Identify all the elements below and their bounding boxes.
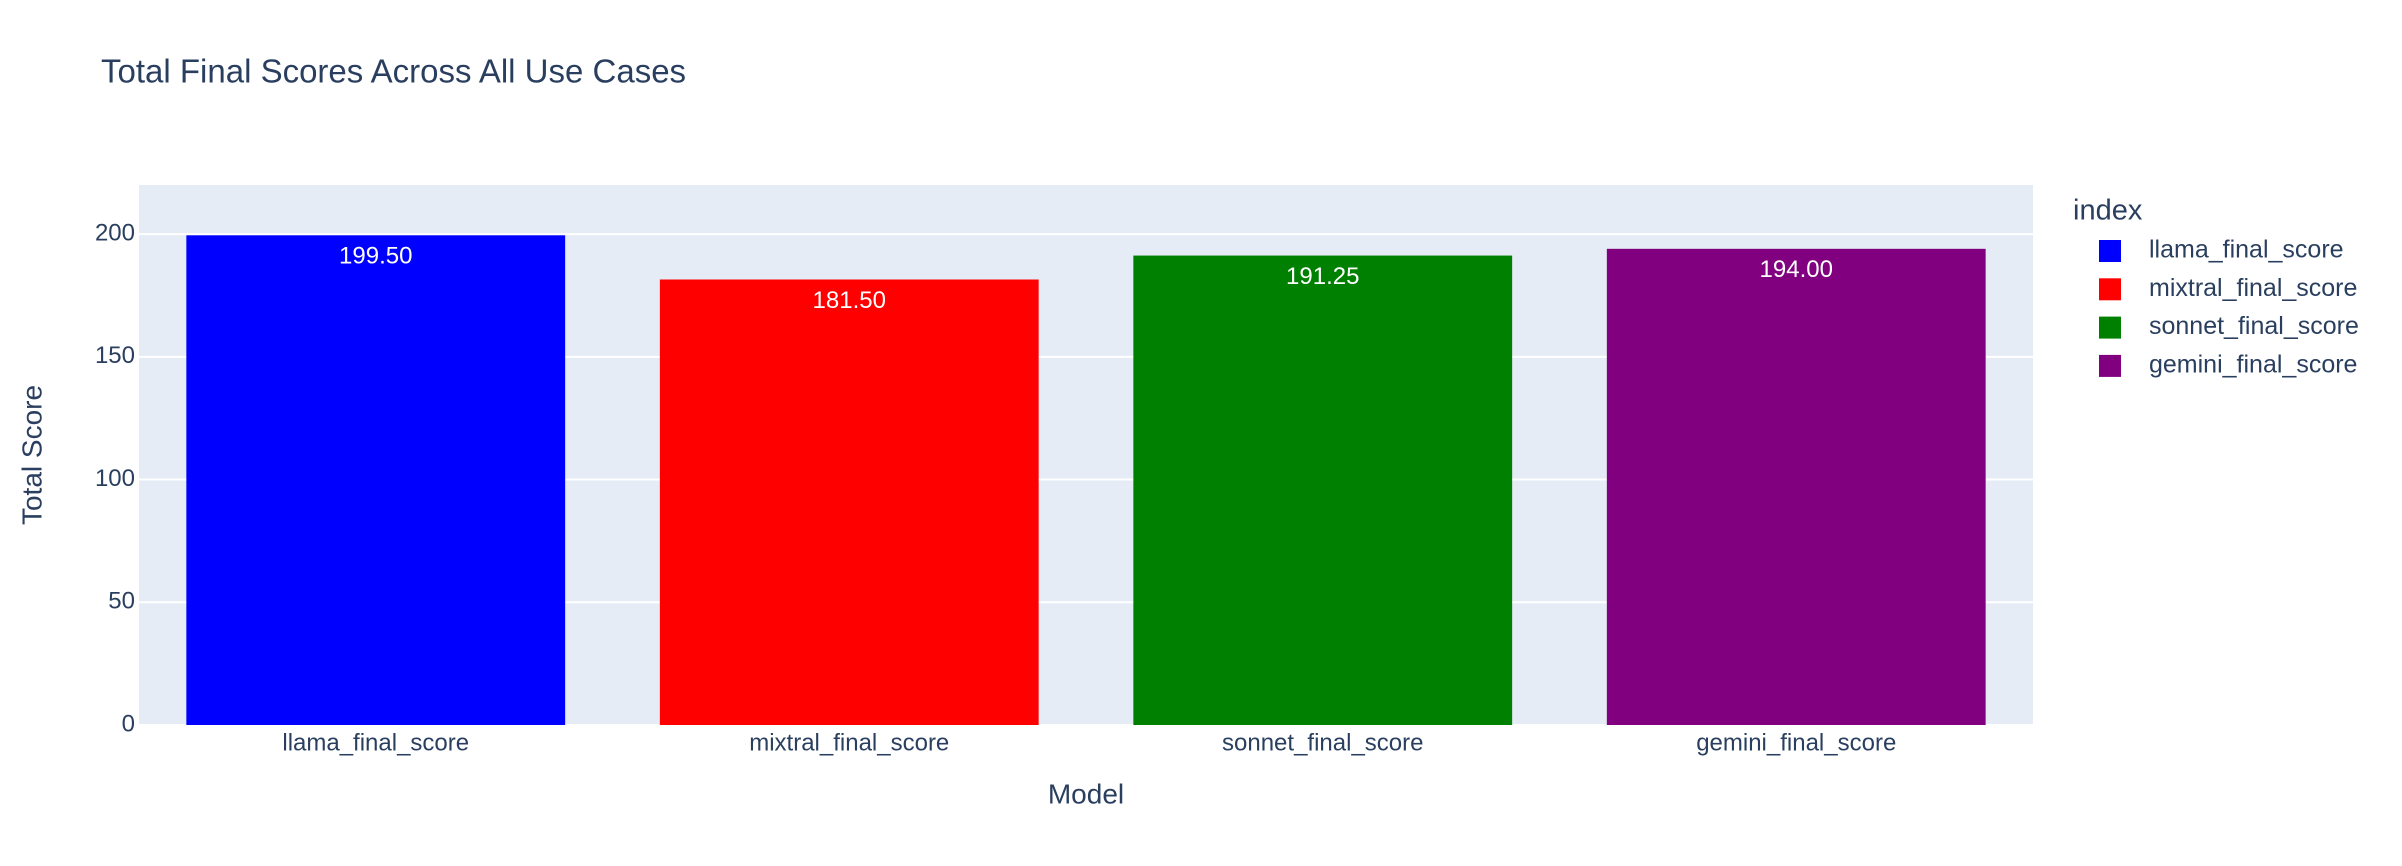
y-tick-label: 0 [122, 710, 135, 737]
x-tick-label: sonnet_final_score [1222, 729, 1423, 756]
y-tick-label: 150 [95, 342, 135, 369]
y-tick-label: 100 [95, 465, 135, 492]
legend-swatch [2099, 240, 2121, 262]
value-label: 194.00 [1760, 256, 1833, 283]
chart-title: Total Final Scores Across All Use Cases [101, 53, 686, 90]
x-tick-label: mixtral_final_score [749, 729, 949, 756]
legend-label: sonnet_final_score [2149, 312, 2359, 340]
legend-swatch [2099, 316, 2121, 339]
x-axis-title: Model [1048, 778, 1124, 809]
bar [186, 235, 566, 725]
x-tick-label: gemini_final_score [1696, 729, 1896, 756]
bar [1606, 248, 1986, 725]
y-tick-label: 200 [95, 219, 135, 246]
bar [1133, 255, 1513, 725]
legend-label: mixtral_final_score [2149, 274, 2357, 302]
x-tick-label: llama_final_score [282, 729, 469, 756]
legend-label: gemini_final_score [2149, 351, 2357, 379]
legend-label: llama_final_score [2149, 236, 2344, 264]
value-label: 199.50 [339, 243, 412, 270]
value-label: 181.50 [813, 287, 886, 314]
y-tick-label: 50 [108, 588, 135, 615]
bar [659, 279, 1039, 725]
value-label: 191.25 [1286, 263, 1359, 290]
legend-swatch [2099, 278, 2121, 301]
y-axis-title: Total Score [16, 385, 47, 525]
legend-swatch [2099, 354, 2121, 377]
legend-title: index [2073, 195, 2143, 227]
